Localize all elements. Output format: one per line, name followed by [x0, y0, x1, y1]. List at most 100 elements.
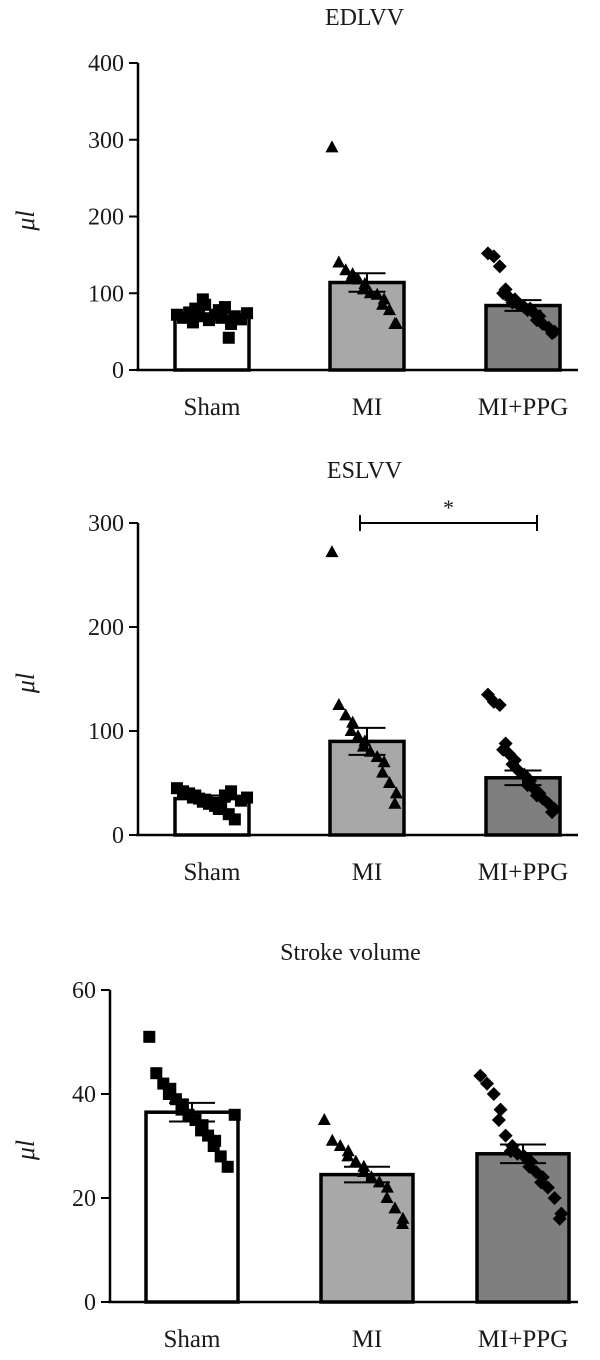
data-point: [376, 297, 390, 310]
y-axis-label: μl: [11, 673, 40, 694]
error-bar: [500, 1143, 546, 1165]
data-point: [317, 1113, 331, 1125]
data-point: [351, 729, 365, 742]
data-point: [547, 1191, 562, 1205]
data-point: [396, 1217, 409, 1229]
chart-title: ESLVV: [327, 458, 403, 484]
y-axis-label: μl: [11, 1140, 40, 1161]
data-point: [370, 750, 384, 762]
bar-mi-ppg: [475, 1152, 571, 1304]
y-tick-label: 100: [88, 281, 124, 307]
bar-mi: [319, 1172, 415, 1304]
data-point: [540, 1180, 555, 1195]
y-tick-label: 300: [88, 511, 124, 537]
error-bar: [504, 299, 542, 312]
y-tick-label: 200: [88, 205, 124, 231]
x-tick-label: MI: [352, 859, 383, 886]
x-tick-label: Sham: [184, 859, 242, 886]
error-bar: [344, 1165, 390, 1184]
data-point: [382, 303, 396, 316]
data-point: [341, 1149, 355, 1162]
data-point: [344, 724, 358, 736]
data-point: [351, 272, 365, 285]
data-point: [333, 1139, 347, 1151]
data-point: [196, 293, 209, 306]
y-tick-label: 300: [88, 128, 124, 154]
error-bar: [504, 769, 542, 787]
data-point: [349, 1154, 363, 1167]
y-tick-label: 0: [112, 823, 124, 849]
data-point: [228, 1108, 241, 1121]
y-tick-label: 100: [88, 719, 124, 745]
x-tick-label: MI: [352, 394, 383, 421]
x-tick-label: MI+PPG: [478, 859, 569, 886]
data-point: [212, 803, 225, 815]
bar-mi-ppg: [484, 303, 562, 372]
data-point: [388, 316, 402, 329]
error-bar: [348, 272, 386, 293]
y-tick-label: 200: [88, 615, 124, 641]
y-tick-label: 20: [72, 1186, 96, 1212]
data-point: [228, 813, 241, 826]
data-point: [364, 1170, 378, 1183]
x-tick-label: MI+PPG: [478, 1326, 569, 1353]
x-tick-label: Sham: [164, 1326, 222, 1353]
data-point: [225, 785, 238, 798]
data-point: [370, 287, 384, 300]
error-bar: [348, 726, 386, 756]
data-point: [332, 255, 346, 268]
data-point: [380, 1180, 394, 1193]
data-point: [207, 1140, 220, 1152]
data-point: [377, 755, 391, 768]
data-point: [221, 1160, 234, 1173]
data-point: [473, 1068, 488, 1083]
data-point: [389, 786, 403, 799]
data-point: [545, 805, 560, 820]
data-point: [325, 1133, 339, 1146]
y-tick-label: 40: [72, 1082, 96, 1108]
bar-sham: [144, 1110, 240, 1304]
data-point: [339, 263, 353, 276]
data-point: [218, 301, 231, 314]
data-point: [498, 1128, 513, 1143]
data-point: [332, 698, 346, 710]
chart-title: Stroke volume: [280, 940, 421, 966]
y-tick-label: 0: [112, 358, 124, 384]
error-bar: [193, 794, 231, 803]
data-point: [325, 545, 339, 558]
data-point: [222, 331, 235, 344]
significance-label: *: [443, 495, 454, 520]
data-point: [214, 1150, 227, 1163]
data-point: [339, 708, 353, 721]
chart-panel-3: Stroke volume 0 20 40 60 μl Sham MI MI+PPG: [11, 940, 578, 1353]
y-tick-label: 400: [88, 51, 124, 77]
data-point: [380, 1191, 394, 1203]
chart-panel-2: ESLVV 0 100 200 300 μl Sham MI MI+PPG *: [11, 458, 578, 886]
x-tick-label: Sham: [184, 394, 242, 421]
data-point: [486, 1087, 501, 1101]
data-point: [388, 796, 402, 809]
data-point: [480, 1076, 495, 1091]
data-point: [325, 140, 339, 153]
y-tick-label: 60: [72, 978, 96, 1004]
data-point: [241, 791, 254, 804]
error-bar: [169, 1101, 215, 1123]
data-point: [545, 326, 560, 341]
data-point: [491, 1113, 506, 1127]
data-point: [376, 765, 390, 778]
data-point: [552, 1211, 567, 1226]
data-point: [346, 715, 360, 728]
bar-mi: [328, 739, 406, 837]
x-tick-label: MI: [352, 1326, 383, 1353]
data-point: [492, 698, 507, 712]
data-point: [143, 1030, 156, 1043]
chart-title: EDLVV: [325, 5, 405, 31]
data-point: [150, 1067, 163, 1080]
data-point: [388, 1201, 402, 1214]
y-tick-label: 0: [84, 1290, 96, 1316]
data-point: [241, 307, 254, 320]
y-axis-label: μl: [11, 210, 40, 231]
data-point: [493, 1102, 508, 1117]
chart-panel-1: EDLVV 0 100 200 300 400 μl Sham MI MI+PPG: [11, 5, 578, 421]
